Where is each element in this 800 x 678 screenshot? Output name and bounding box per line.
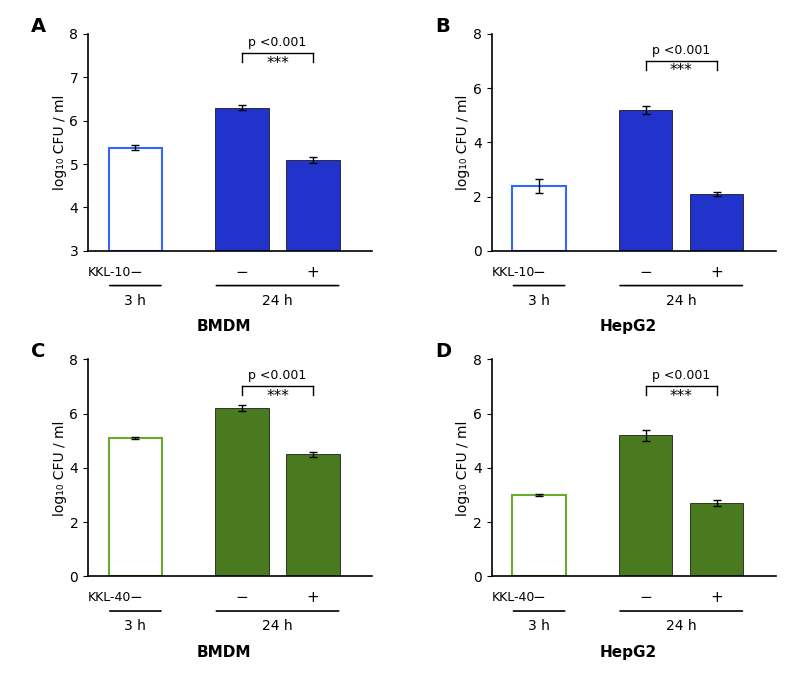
Y-axis label: log₁₀ CFU / ml: log₁₀ CFU / ml [456,420,470,515]
Text: −: − [639,265,652,280]
Text: 24 h: 24 h [666,294,697,308]
Text: 24 h: 24 h [262,619,293,633]
Text: D: D [435,342,451,361]
Text: +: + [710,591,723,605]
Text: 3 h: 3 h [528,619,550,633]
Text: KKL-40: KKL-40 [492,591,535,605]
Bar [286,454,340,576]
Text: −: − [236,591,248,605]
Text: −: − [533,591,546,605]
Y-axis label: log₁₀ CFU / ml: log₁₀ CFU / ml [53,420,66,515]
Text: +: + [306,265,319,280]
Text: KKL-10: KKL-10 [492,266,535,279]
Text: −: − [129,591,142,605]
Text: B: B [435,16,450,35]
Text: 24 h: 24 h [666,619,697,633]
Text: −: − [236,265,248,280]
Bar [215,108,269,251]
Text: p <0.001: p <0.001 [249,369,306,382]
Text: C: C [31,342,46,361]
Bar [619,110,672,251]
Text: A: A [31,16,46,35]
Bar [513,495,566,576]
Text: −: − [639,591,652,605]
Text: 3 h: 3 h [125,294,146,308]
Bar [286,160,340,251]
Text: ***: *** [266,56,289,71]
Text: ***: *** [266,388,289,403]
Text: KKL-40: KKL-40 [88,591,131,605]
Text: 3 h: 3 h [125,619,146,633]
Bar [619,435,672,576]
Text: ***: *** [670,388,693,403]
Text: −: − [129,265,142,280]
Y-axis label: log₁₀ CFU / ml: log₁₀ CFU / ml [456,95,470,190]
Bar [109,438,162,576]
Bar [215,408,269,576]
Text: p <0.001: p <0.001 [249,36,306,49]
Text: HepG2: HepG2 [599,319,657,334]
Text: +: + [306,591,319,605]
Text: p <0.001: p <0.001 [652,43,710,57]
Text: BMDM: BMDM [197,645,251,660]
Text: +: + [710,265,723,280]
Bar [109,148,162,251]
Text: KKL-10: KKL-10 [88,266,131,279]
Text: −: − [533,265,546,280]
Y-axis label: log₁₀ CFU / ml: log₁₀ CFU / ml [53,95,66,190]
Bar [513,186,566,251]
Text: p <0.001: p <0.001 [652,369,710,382]
Text: BMDM: BMDM [197,319,251,334]
Bar [690,503,743,576]
Text: 24 h: 24 h [262,294,293,308]
Text: HepG2: HepG2 [599,645,657,660]
Text: ***: *** [670,63,693,78]
Bar [690,194,743,251]
Text: 3 h: 3 h [528,294,550,308]
